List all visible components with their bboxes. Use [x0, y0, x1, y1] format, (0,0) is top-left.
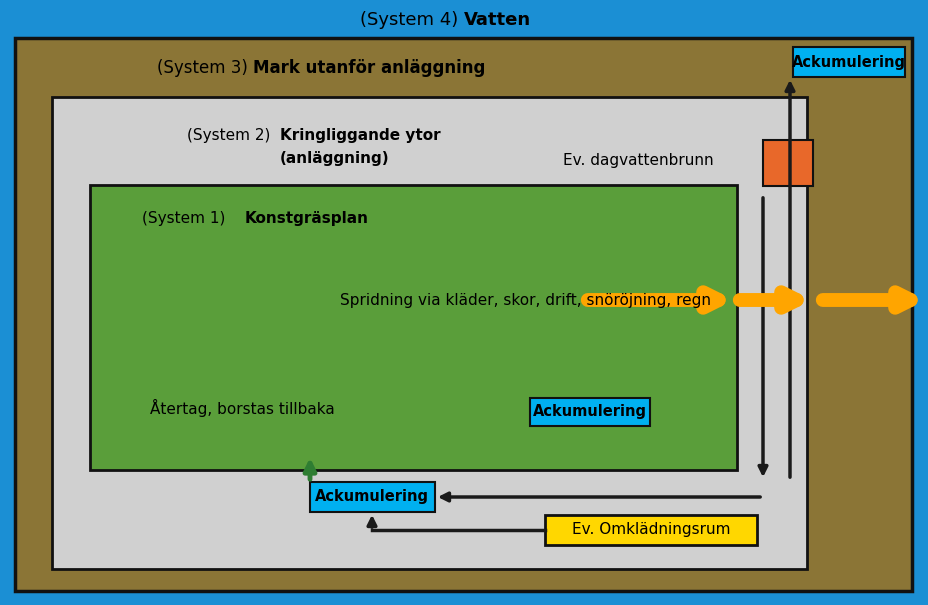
Text: Ackumulering: Ackumulering: [792, 54, 905, 70]
Bar: [310, 482, 434, 512]
Text: Kringliggande ytor: Kringliggande ytor: [279, 128, 440, 143]
Text: Återtag, borstas tillbaka: Återtag, borstas tillbaka: [149, 399, 334, 417]
Text: Ev. Omklädningsrum: Ev. Omklädningsrum: [571, 523, 729, 537]
Bar: [545, 515, 756, 545]
Text: (System 2): (System 2): [187, 128, 279, 143]
Text: (System 4): (System 4): [360, 11, 463, 29]
Text: (System 3): (System 3): [157, 59, 252, 77]
Text: Mark utanför anläggning: Mark utanför anläggning: [252, 59, 484, 77]
Bar: [793, 47, 904, 77]
Text: Ackumulering: Ackumulering: [315, 489, 429, 505]
Text: Ackumulering: Ackumulering: [533, 405, 646, 419]
Text: Ev. dagvattenbrunn: Ev. dagvattenbrunn: [562, 152, 713, 168]
Bar: [530, 398, 650, 426]
Bar: [52, 97, 806, 569]
Text: (System 1): (System 1): [142, 211, 245, 226]
Text: (anläggning): (anläggning): [279, 151, 389, 166]
Bar: [762, 140, 812, 186]
Bar: [90, 185, 736, 470]
Text: Spridning via kläder, skor, drift, snöröjning, regn: Spridning via kläder, skor, drift, snörö…: [340, 292, 710, 307]
Text: Konstgräsplan: Konstgräsplan: [245, 211, 368, 226]
Text: Vatten: Vatten: [463, 11, 531, 29]
